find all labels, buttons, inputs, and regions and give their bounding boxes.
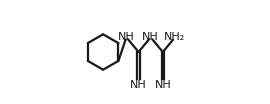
Text: NH: NH	[130, 80, 147, 90]
Text: NH₂: NH₂	[164, 32, 185, 42]
Text: NH: NH	[154, 80, 171, 90]
Text: NH: NH	[118, 32, 135, 42]
Text: NH: NH	[142, 32, 159, 42]
